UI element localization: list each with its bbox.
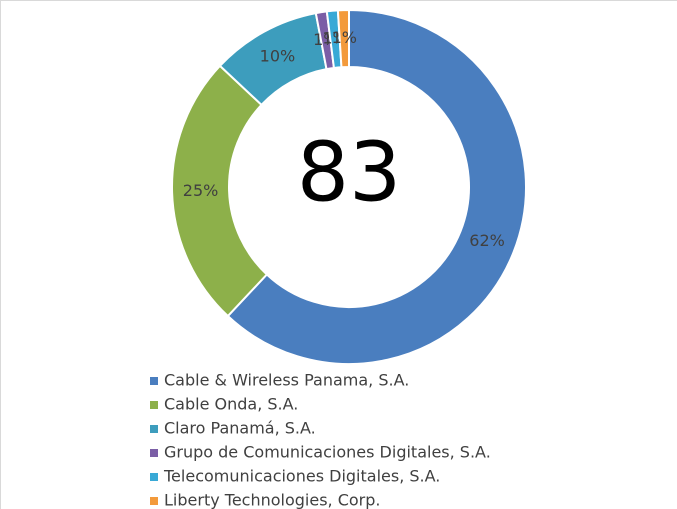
legend-swatch [150,497,158,505]
legend-label: Claro Panamá, S.A. [164,419,316,438]
center-text: 83 [297,125,401,220]
data-label: 1% [332,28,357,47]
legend-swatch [150,377,158,385]
legend-swatch [150,425,158,433]
legend-swatch [150,473,158,481]
data-label: 25% [183,181,219,200]
legend-label: Cable & Wireless Panama, S.A. [164,371,409,390]
data-label: 10% [260,46,296,65]
slice [226,8,527,365]
legend-swatch [150,449,158,457]
legend-label: Liberty Technologies, Corp. [164,491,381,509]
legend-label: Telecomunicaciones Digitales, S.A. [163,467,440,486]
legend-swatch [150,401,158,409]
legend-label: Grupo de Comunicaciones Digitales, S.A. [164,443,491,462]
slice [336,8,350,69]
legend-label: Cable Onda, S.A. [164,395,298,414]
data-label: 62% [469,231,505,250]
slice [171,64,269,318]
